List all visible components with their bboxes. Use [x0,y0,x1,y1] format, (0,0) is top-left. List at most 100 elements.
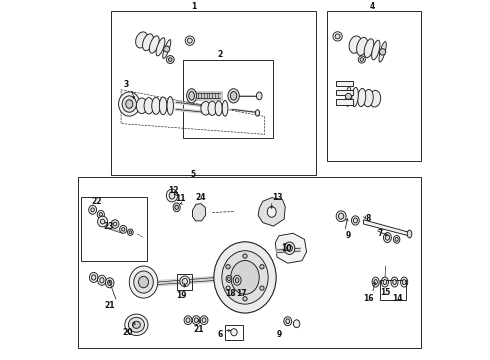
Circle shape [226,286,230,290]
Text: 2: 2 [218,50,222,59]
Ellipse shape [393,235,400,243]
Circle shape [379,49,386,55]
Ellipse shape [393,280,396,284]
Ellipse shape [267,207,276,217]
Bar [183,59,273,138]
Ellipse shape [126,100,133,108]
Ellipse shape [129,266,158,298]
Ellipse shape [228,89,239,103]
Ellipse shape [358,89,366,107]
Ellipse shape [89,273,98,282]
Text: 19: 19 [175,291,186,300]
Circle shape [226,265,230,269]
Ellipse shape [189,91,195,100]
Ellipse shape [353,218,358,223]
Ellipse shape [349,36,362,53]
Circle shape [260,265,264,269]
Ellipse shape [136,32,148,48]
Polygon shape [258,198,285,226]
Ellipse shape [364,89,373,107]
Text: 17: 17 [236,289,247,298]
Text: 21: 21 [194,325,204,334]
Ellipse shape [395,237,398,241]
Ellipse shape [256,92,262,100]
Bar [380,280,406,300]
Text: 13: 13 [272,193,282,202]
Ellipse shape [100,278,104,283]
Ellipse shape [294,320,300,328]
Ellipse shape [235,278,239,283]
Text: 18: 18 [225,289,236,298]
Circle shape [243,254,247,258]
Ellipse shape [201,102,211,115]
Text: 9: 9 [276,330,281,339]
Ellipse shape [231,261,259,294]
Text: 9: 9 [345,231,351,240]
Ellipse shape [187,89,196,103]
Ellipse shape [113,222,117,226]
Ellipse shape [208,101,217,116]
Ellipse shape [108,280,112,285]
Ellipse shape [144,98,154,114]
Circle shape [187,38,192,43]
Ellipse shape [230,91,237,100]
Ellipse shape [384,233,392,243]
Ellipse shape [379,42,386,62]
Text: 10: 10 [281,244,292,253]
Ellipse shape [128,317,145,332]
Ellipse shape [391,277,398,287]
Ellipse shape [152,97,160,114]
Text: 7: 7 [378,229,383,238]
Ellipse shape [284,242,295,255]
Ellipse shape [336,211,346,221]
Ellipse shape [200,316,208,325]
Ellipse shape [215,101,222,116]
Ellipse shape [186,318,190,323]
Ellipse shape [381,277,389,287]
Ellipse shape [92,275,96,280]
Ellipse shape [129,231,132,234]
Bar [177,274,192,289]
Ellipse shape [194,318,198,323]
Ellipse shape [99,213,102,216]
Ellipse shape [352,87,358,107]
Ellipse shape [364,39,374,58]
Ellipse shape [166,189,178,202]
Text: 11: 11 [175,194,185,203]
Ellipse shape [407,230,412,238]
Ellipse shape [159,97,167,115]
Text: 5: 5 [191,170,196,179]
Ellipse shape [222,251,268,304]
Polygon shape [275,233,307,263]
Ellipse shape [136,98,147,114]
Circle shape [260,286,264,290]
Ellipse shape [91,208,95,212]
Text: 4: 4 [369,2,375,11]
Polygon shape [193,204,206,221]
Bar [336,90,353,95]
Ellipse shape [100,219,105,224]
Ellipse shape [284,317,292,326]
Ellipse shape [105,278,114,288]
Ellipse shape [127,229,133,235]
Ellipse shape [192,316,200,325]
Ellipse shape [346,86,351,106]
Ellipse shape [255,110,260,116]
Ellipse shape [125,314,148,336]
Bar [81,197,147,261]
Text: 15: 15 [380,288,390,297]
Ellipse shape [97,211,104,218]
Ellipse shape [166,55,174,63]
Ellipse shape [173,203,180,212]
Ellipse shape [374,280,377,284]
Ellipse shape [351,216,359,225]
Ellipse shape [184,316,192,325]
Ellipse shape [132,321,140,328]
Text: 6: 6 [218,330,222,339]
Ellipse shape [143,34,153,51]
Text: 3: 3 [123,80,128,89]
Ellipse shape [111,220,119,228]
Ellipse shape [169,192,175,199]
Text: 8: 8 [365,214,370,223]
Ellipse shape [385,235,390,240]
